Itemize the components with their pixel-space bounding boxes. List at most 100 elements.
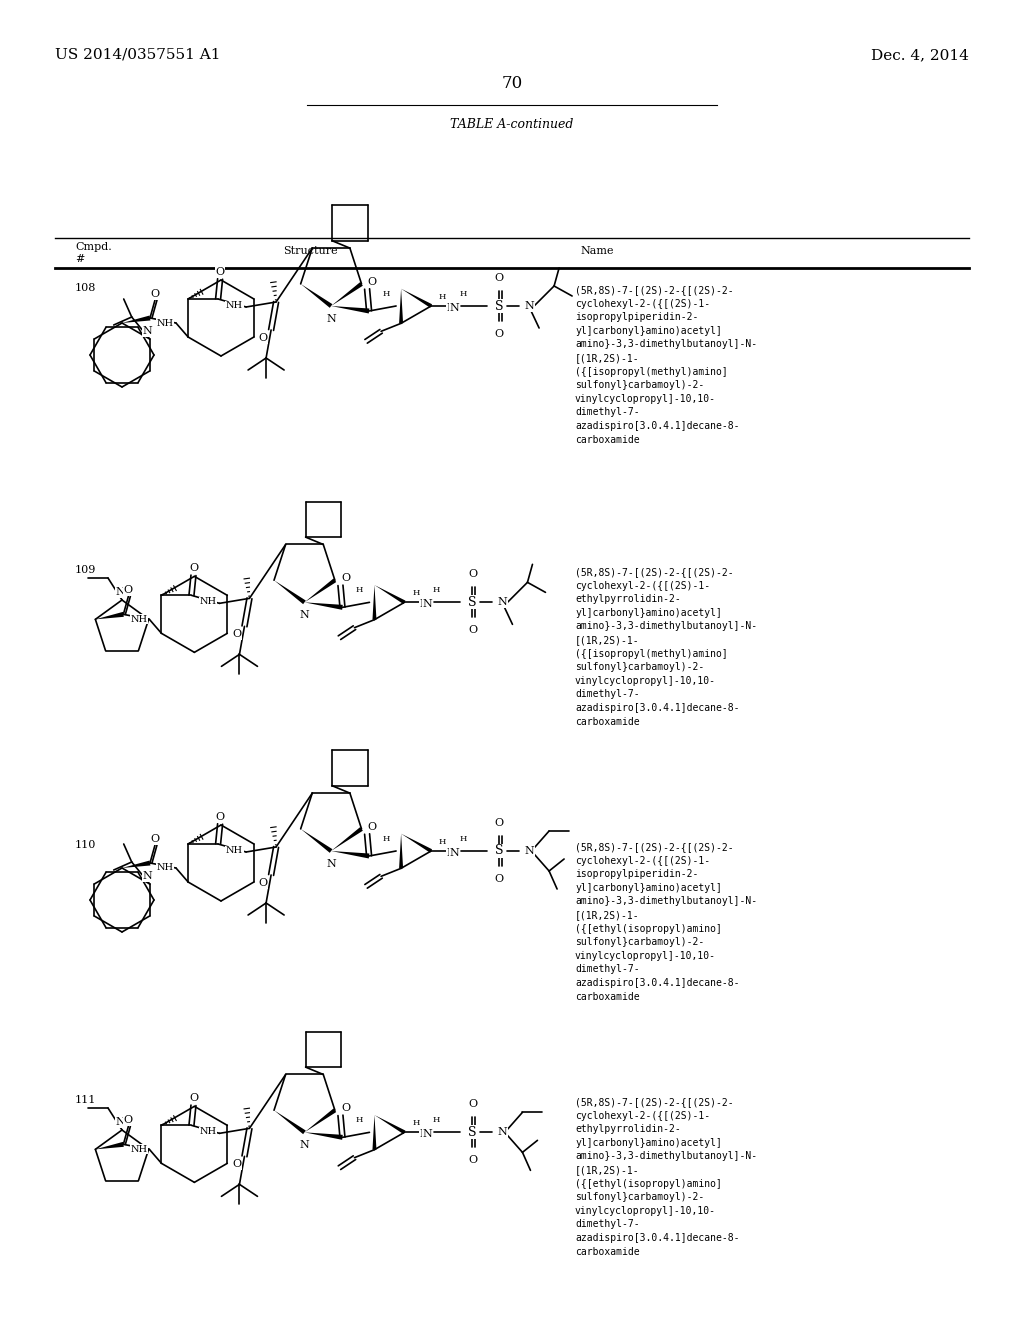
Text: N: N	[524, 301, 534, 312]
Polygon shape	[95, 612, 124, 619]
Text: TABLE A-continued: TABLE A-continued	[451, 117, 573, 131]
Text: (5R,8S)-7-[(2S)-2-{[(2S)-2-
cyclohexyl-2-({[(2S)-1-
isopropylpiperidin-2-
yl]car: (5R,8S)-7-[(2S)-2-{[(2S)-2- cyclohexyl-2…	[575, 842, 757, 1002]
Text: O: O	[124, 585, 133, 595]
Text: O: O	[151, 289, 160, 300]
Text: N: N	[450, 847, 459, 858]
Polygon shape	[375, 585, 406, 605]
Text: Dec. 4, 2014: Dec. 4, 2014	[871, 48, 969, 62]
Text: O: O	[495, 818, 504, 828]
Text: O: O	[258, 333, 267, 343]
Text: 70: 70	[502, 75, 522, 92]
Text: O: O	[215, 812, 224, 822]
Text: Cmpd.
#: Cmpd. #	[75, 242, 112, 264]
Text: NH: NH	[157, 863, 174, 873]
Text: N: N	[142, 871, 153, 880]
Polygon shape	[304, 1133, 343, 1140]
Polygon shape	[331, 828, 362, 851]
Text: NH: NH	[200, 1127, 216, 1137]
Polygon shape	[122, 861, 151, 869]
Text: O: O	[151, 834, 160, 843]
Text: 110: 110	[75, 840, 96, 850]
Text: O: O	[188, 1093, 198, 1104]
Text: S: S	[468, 595, 477, 609]
Polygon shape	[373, 585, 377, 619]
Text: (5R,8S)-7-[(2S)-2-{[(2S)-2-
cyclohexyl-2-({[(2S)-1-
ethylpyrrolidin-2-
yl]carbon: (5R,8S)-7-[(2S)-2-{[(2S)-2- cyclohexyl-2…	[575, 568, 757, 726]
Text: O: O	[368, 822, 377, 832]
Polygon shape	[304, 578, 336, 602]
Text: NH: NH	[130, 615, 147, 624]
Text: 111: 111	[75, 1096, 96, 1105]
Polygon shape	[331, 306, 370, 313]
Text: NH: NH	[200, 598, 216, 606]
Text: H: H	[460, 836, 467, 843]
Text: NH: NH	[226, 301, 243, 310]
Text: O: O	[468, 1155, 477, 1166]
Text: N: N	[300, 1140, 309, 1150]
Text: O: O	[124, 1115, 133, 1126]
Polygon shape	[399, 289, 403, 323]
Text: H: H	[412, 1119, 420, 1127]
Text: N: N	[446, 304, 456, 313]
Text: O: O	[188, 564, 198, 573]
Text: N: N	[498, 598, 507, 607]
Text: H: H	[460, 290, 467, 298]
Polygon shape	[331, 282, 362, 306]
Text: O: O	[341, 1104, 350, 1113]
Text: N: N	[115, 587, 125, 597]
Polygon shape	[373, 1115, 377, 1150]
Text: (5R,8S)-7-[(2S)-2-{[(2S)-2-
cyclohexyl-2-({[(2S)-1-
ethylpyrrolidin-2-
yl]carbon: (5R,8S)-7-[(2S)-2-{[(2S)-2- cyclohexyl-2…	[575, 1097, 757, 1257]
Polygon shape	[274, 581, 306, 605]
Text: N: N	[327, 314, 336, 323]
Text: O: O	[468, 626, 477, 635]
Text: H: H	[382, 289, 390, 298]
Text: S: S	[468, 1126, 477, 1139]
Text: O: O	[215, 267, 224, 277]
Polygon shape	[301, 829, 333, 853]
Text: O: O	[495, 329, 504, 339]
Text: NH: NH	[226, 846, 243, 855]
Text: O: O	[231, 1159, 241, 1170]
Text: US 2014/0357551 A1: US 2014/0357551 A1	[55, 48, 220, 62]
Polygon shape	[401, 289, 432, 308]
Polygon shape	[375, 1115, 406, 1134]
Text: O: O	[495, 874, 504, 884]
Text: H: H	[355, 586, 364, 594]
Text: H: H	[438, 293, 446, 301]
Text: N: N	[498, 1127, 507, 1138]
Text: S: S	[495, 300, 504, 313]
Text: O: O	[341, 573, 350, 583]
Text: O: O	[468, 1100, 477, 1109]
Text: 108: 108	[75, 282, 96, 293]
Polygon shape	[331, 851, 370, 858]
Text: H: H	[438, 838, 446, 846]
Text: H: H	[433, 1117, 440, 1125]
Text: N: N	[423, 1130, 432, 1139]
Text: N: N	[115, 1117, 125, 1127]
Text: N: N	[142, 326, 153, 337]
Text: NH: NH	[130, 1144, 147, 1154]
Polygon shape	[304, 1109, 336, 1133]
Text: Structure: Structure	[283, 246, 337, 256]
Text: H: H	[412, 589, 420, 598]
Polygon shape	[301, 284, 333, 308]
Text: NH: NH	[157, 318, 174, 327]
Text: N: N	[327, 859, 336, 869]
Polygon shape	[304, 602, 343, 610]
Text: O: O	[368, 277, 377, 286]
Text: N: N	[420, 599, 429, 610]
Text: H: H	[355, 1115, 364, 1125]
Text: 109: 109	[75, 565, 96, 576]
Text: O: O	[468, 569, 477, 579]
Text: H: H	[433, 586, 440, 594]
Text: N: N	[524, 846, 534, 855]
Text: N: N	[450, 304, 459, 313]
Polygon shape	[401, 834, 432, 853]
Text: O: O	[495, 273, 504, 282]
Text: N: N	[423, 599, 432, 610]
Text: (5R,8S)-7-[(2S)-2-{[(2S)-2-
cyclohexyl-2-({[(2S)-1-
isopropylpiperidin-2-
yl]car: (5R,8S)-7-[(2S)-2-{[(2S)-2- cyclohexyl-2…	[575, 285, 757, 445]
Text: O: O	[231, 630, 241, 639]
Text: S: S	[495, 845, 504, 858]
Text: N: N	[446, 847, 456, 858]
Text: N: N	[420, 1130, 429, 1139]
Text: N: N	[300, 610, 309, 620]
